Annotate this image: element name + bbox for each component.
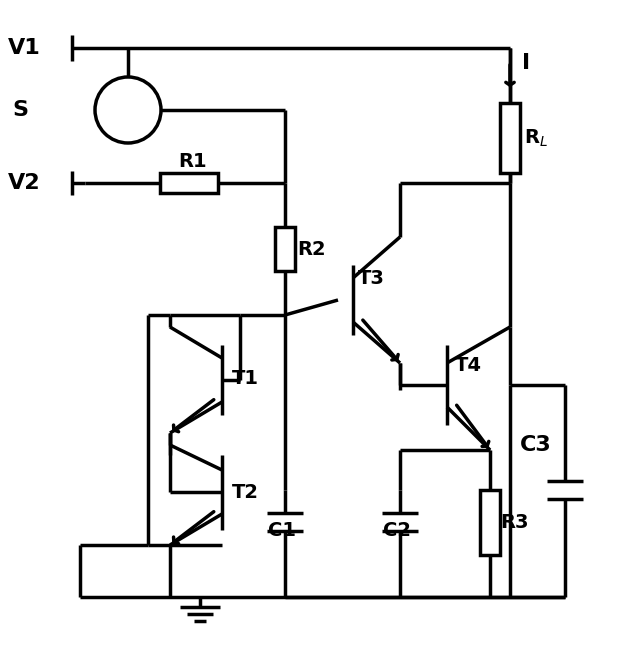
Text: T4: T4 [455, 355, 482, 375]
Bar [275, 227, 295, 271]
Text: R3: R3 [500, 512, 528, 532]
Text: T2: T2 [232, 483, 259, 501]
Text: T3: T3 [358, 269, 385, 287]
Text: C3: C3 [520, 435, 552, 455]
Circle shape [95, 77, 161, 143]
Text: C1: C1 [268, 521, 296, 539]
Bar [480, 490, 500, 555]
Text: I: I [522, 53, 530, 73]
Text: R2: R2 [297, 240, 326, 258]
Text: R$_L$: R$_L$ [524, 127, 548, 149]
Bar [500, 103, 520, 173]
Text: S: S [12, 100, 28, 120]
Text: V2: V2 [8, 173, 41, 193]
Text: V1: V1 [8, 38, 41, 58]
Bar [160, 173, 218, 193]
Text: T1: T1 [232, 368, 259, 388]
Text: R1: R1 [178, 152, 206, 171]
Text: C2: C2 [383, 521, 411, 539]
